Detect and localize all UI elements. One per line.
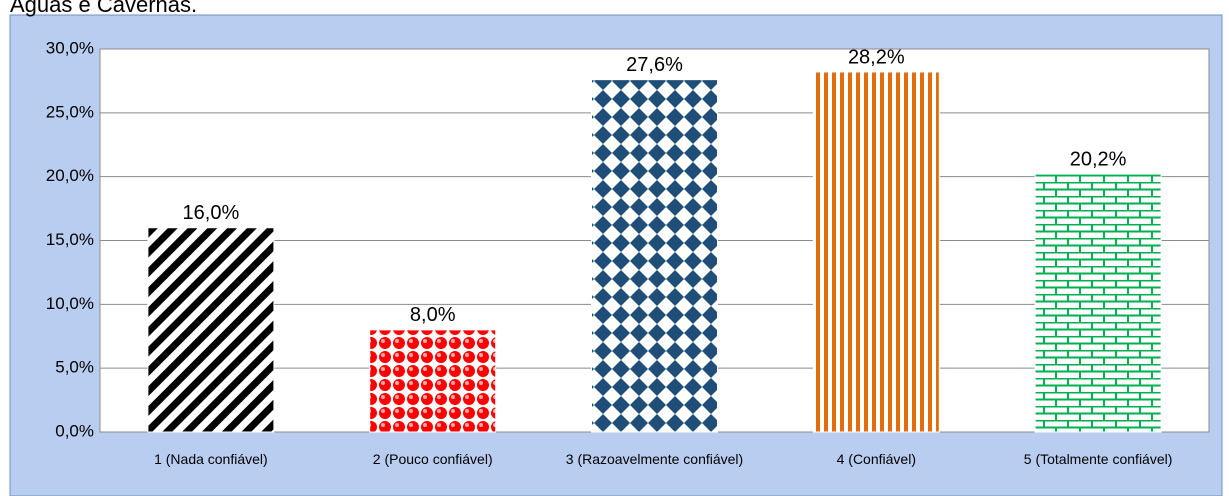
y-tick-label: 30,0% xyxy=(46,38,94,57)
bar xyxy=(147,227,275,433)
value-label: 27,6% xyxy=(626,54,683,76)
y-tick-label: 0,0% xyxy=(55,421,94,440)
y-tick-label: 15,0% xyxy=(46,230,94,249)
x-tick-label: 5 (Totalmente confiável) xyxy=(1023,451,1173,467)
bar xyxy=(591,79,718,433)
value-label: 20,2% xyxy=(1070,148,1127,170)
x-tick-label: 4 (Confiável) xyxy=(836,451,916,467)
x-tick-label: 1 (Nada confiável) xyxy=(154,451,268,467)
x-tick-label: 3 (Razoavelmente confiável) xyxy=(565,451,744,467)
bar xyxy=(812,71,940,433)
bar xyxy=(1034,173,1162,433)
y-tick-label: 10,0% xyxy=(46,294,94,313)
value-label: 16,0% xyxy=(183,202,240,224)
y-tick-label: 20,0% xyxy=(46,166,94,185)
chart-title: Águas e Cavernas. xyxy=(10,0,197,17)
bar xyxy=(369,329,497,433)
y-tick-label: 25,0% xyxy=(46,102,94,121)
y-tick-label: 5,0% xyxy=(55,358,94,377)
value-label: 8,0% xyxy=(410,304,456,326)
x-tick-label: 2 (Pouco confiável) xyxy=(372,451,493,467)
value-label: 28,2% xyxy=(848,46,905,68)
